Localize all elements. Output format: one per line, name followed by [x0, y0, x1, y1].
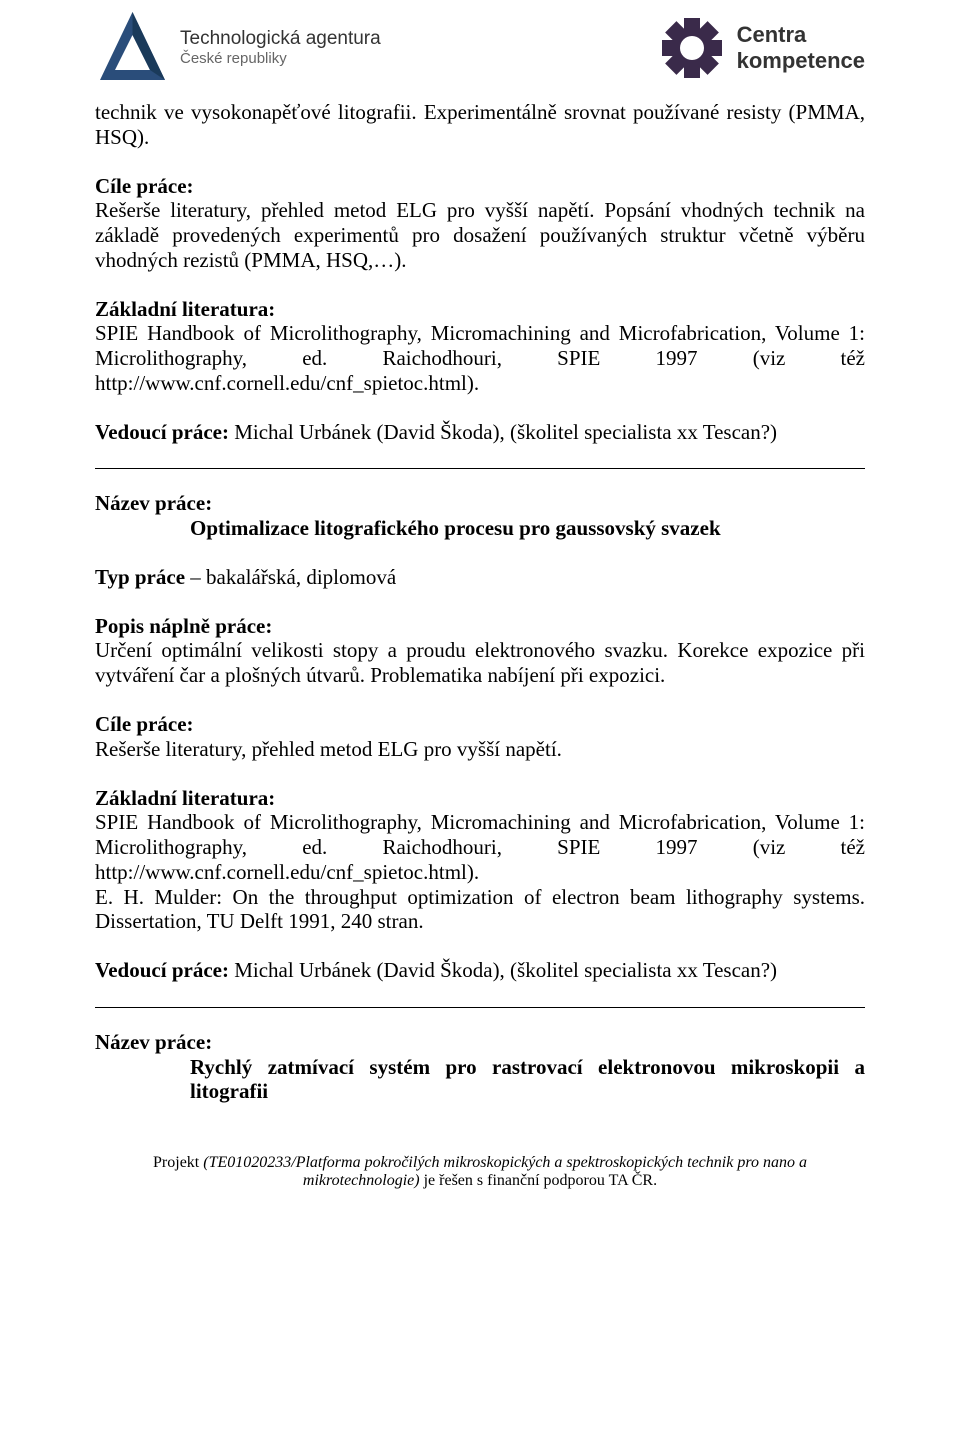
logo-left-title: Technologická agentura — [180, 28, 381, 50]
tacr-logo-icon — [95, 10, 170, 85]
section2-goals-heading: Cíle práce: — [95, 712, 194, 736]
section2-supervisor-label: Vedoucí práce: — [95, 958, 229, 982]
document-body: technik ve vysokonapěťové litografii. Ex… — [95, 100, 865, 1104]
logo-left-text: Technologická agentura České republiky — [180, 28, 381, 67]
page-header: Technologická agentura České republiky — [95, 10, 865, 90]
logo-right-line1: Centra — [737, 22, 865, 48]
section1-supervisor-label: Vedoucí práce: — [95, 420, 229, 444]
section2-supervisor-text: Michal Urbánek (David Škoda), (školitel … — [229, 958, 777, 982]
logo-left-subtitle: České republiky — [180, 50, 381, 67]
section1-literature-heading: Základní literatura: — [95, 297, 275, 321]
section3-name-heading: Název práce: — [95, 1030, 212, 1054]
section1-goals-text: Rešerše literatury, přehled metod ELG pr… — [95, 198, 865, 272]
divider-1 — [95, 468, 865, 469]
divider-2 — [95, 1007, 865, 1008]
footer-line2: je řešen s finanční podporou TA ČR. — [420, 1172, 658, 1189]
section1-literature-text: SPIE Handbook of Microlithography, Micro… — [95, 321, 865, 395]
logo-right-text: Centra kompetence — [737, 22, 865, 74]
section2-name-heading: Název práce: — [95, 491, 212, 515]
section2-type-label: Typ práce — [95, 565, 185, 589]
section2-literature-text1: SPIE Handbook of Microlithography, Micro… — [95, 810, 865, 884]
section1-supervisor-text: Michal Urbánek (David Škoda), (školitel … — [229, 420, 777, 444]
page-footer: Projekt (TE01020233/Platforma pokročilýc… — [95, 1154, 865, 1190]
section3-name-text: Rychlý zatmívací systém pro rastrovací e… — [190, 1055, 865, 1104]
section2-literature-heading: Základní literatura: — [95, 786, 275, 810]
section1-intro: technik ve vysokonapěťové litografii. Ex… — [95, 100, 865, 150]
logo-left: Technologická agentura České republiky — [95, 10, 381, 85]
section2-desc-text: Určení optimální velikosti stopy a proud… — [95, 638, 865, 688]
section1-goals-heading: Cíle práce: — [95, 174, 194, 198]
kompetence-logo-icon — [657, 13, 727, 83]
section2-goals-text: Rešerše literatury, přehled metod ELG pr… — [95, 737, 865, 762]
logo-right-line2: kompetence — [737, 48, 865, 74]
section2-type-text: – bakalářská, diplomová — [185, 565, 396, 589]
section2-name-text: Optimalizace litografického procesu pro … — [190, 516, 721, 540]
logo-right: Centra kompetence — [657, 13, 865, 83]
footer-line1a: Projekt — [153, 1154, 203, 1171]
section2-literature-text2: E. H. Mulder: On the throughput optimiza… — [95, 885, 865, 935]
section2-desc-heading: Popis náplně práce: — [95, 614, 272, 638]
